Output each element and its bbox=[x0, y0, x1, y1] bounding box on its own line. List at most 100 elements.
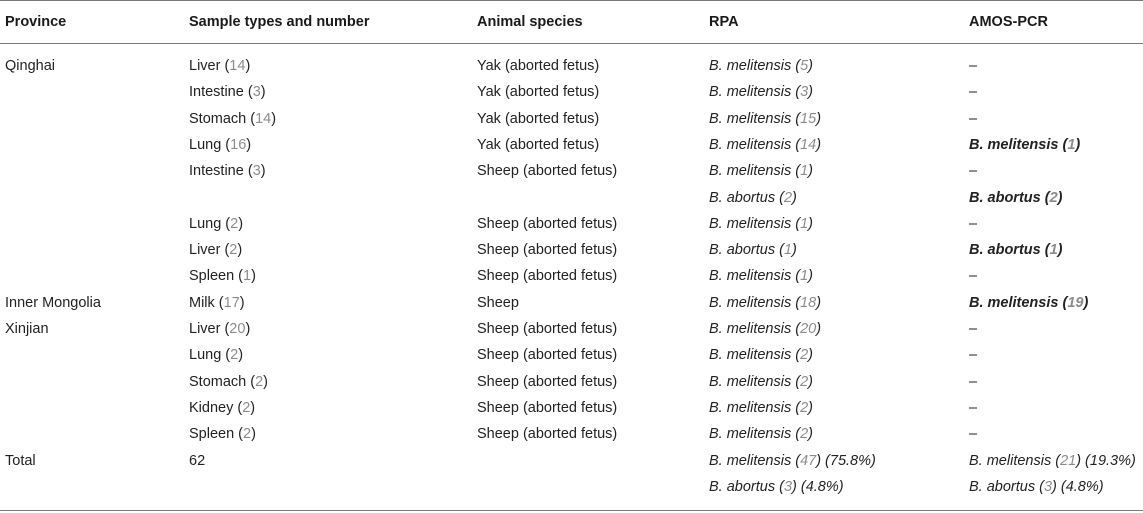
amos-open: ( bbox=[1040, 190, 1050, 206]
rpa-open: ( bbox=[775, 242, 784, 258]
sample-open: ( bbox=[246, 374, 256, 390]
sample-name: Stomach bbox=[189, 111, 247, 127]
rpa-close: ) bbox=[816, 295, 822, 311]
sample-open: ( bbox=[243, 163, 253, 179]
sample-cell: Stomach (14) bbox=[189, 106, 276, 132]
rpa-cell: B. melitensis (1) bbox=[709, 263, 813, 289]
sample-cell: Lung (2) bbox=[189, 211, 243, 237]
table-row: Spleen (1) Sheep (aborted fetus) B. melite… bbox=[0, 263, 1143, 289]
sample-name: Milk bbox=[189, 295, 215, 311]
sample-name: Lung bbox=[189, 216, 222, 232]
rpa-count: 5 bbox=[800, 58, 809, 74]
province-cell: Qinghai bbox=[5, 58, 55, 74]
rpa-cell: B. melitensis (20) bbox=[709, 316, 821, 342]
rpa-count: 1 bbox=[800, 163, 809, 179]
sample-open: ( bbox=[214, 295, 224, 311]
rpa-open: ( bbox=[791, 426, 801, 442]
sample-cell: Liver (14) bbox=[189, 53, 250, 79]
rpa-count: 3 bbox=[783, 479, 793, 495]
sample-cell: Liver (20) bbox=[189, 316, 250, 342]
sample-open: ( bbox=[220, 242, 230, 258]
amos-pcr-cell: – bbox=[969, 79, 977, 105]
table-row: Intestine (3) Yak (aborted fetus) B. melit… bbox=[0, 79, 1143, 105]
amos-organism: B. melitensis bbox=[969, 453, 1052, 469]
rpa-count: 2 bbox=[800, 374, 809, 390]
amos-close: ) bbox=[1057, 242, 1063, 258]
header-sample-types: Sample types and number bbox=[189, 14, 370, 30]
rpa-count: 1 bbox=[783, 242, 793, 258]
amos-organism: B. abortus bbox=[969, 479, 1036, 495]
amos-count: 1 bbox=[1049, 242, 1058, 258]
sample-count: 2 bbox=[230, 347, 239, 363]
amos-pcr-cell: – bbox=[969, 421, 977, 447]
table-top-rule bbox=[0, 0, 1143, 1]
rpa-organism: B. melitensis bbox=[709, 163, 792, 179]
amos-pcr-cell: – bbox=[969, 106, 977, 132]
rpa-organism: B. melitensis bbox=[709, 400, 792, 416]
amos-organism: – bbox=[969, 111, 978, 127]
rpa-count: 3 bbox=[800, 84, 809, 100]
amos-organism: – bbox=[969, 426, 978, 442]
header-rpa: RPA bbox=[709, 14, 739, 30]
rpa-organism: B. abortus bbox=[709, 190, 776, 206]
amos-pcr-cell: – bbox=[969, 316, 977, 342]
rpa-close: ) bbox=[808, 347, 813, 363]
rpa-organism: B. melitensis bbox=[709, 84, 792, 100]
amos-organism: – bbox=[969, 321, 978, 337]
rpa-cell: B. melitensis (2) bbox=[709, 342, 813, 368]
sample-close: ) bbox=[245, 321, 251, 337]
amos-organism: B. abortus bbox=[969, 242, 1041, 258]
rpa-open: ( bbox=[775, 190, 784, 206]
sample-cell: Spleen (1) bbox=[189, 263, 256, 289]
rpa-organism: B. melitensis bbox=[709, 453, 792, 469]
table-row: Xinjian Liver (20) Sheep (aborted fetus) B.… bbox=[0, 316, 1143, 342]
sample-cell: Liver (2) bbox=[189, 237, 242, 263]
rpa-cell: B. melitensis (1) bbox=[709, 158, 813, 184]
rpa-open: ( bbox=[791, 163, 801, 179]
rpa-organism: B. melitensis bbox=[709, 111, 792, 127]
rpa-cell: B. abortus (3) (4.8%) bbox=[709, 474, 844, 500]
rpa-cell: B. abortus (1) bbox=[709, 237, 797, 263]
sample-count: 2 bbox=[242, 400, 251, 416]
sample-count: 2 bbox=[243, 426, 252, 442]
sample-cell: Spleen (2) bbox=[189, 421, 256, 447]
sample-name: Stomach bbox=[189, 374, 247, 390]
amos-close: ) bbox=[1075, 137, 1081, 153]
rpa-cell: B. melitensis (5) bbox=[709, 53, 813, 79]
sample-cell: Stomach (2) bbox=[189, 369, 268, 395]
rpa-close: ) bbox=[808, 374, 813, 390]
rpa-close: ) (4.8%) bbox=[792, 479, 844, 495]
amos-organism: – bbox=[969, 84, 978, 100]
sample-name: Kidney bbox=[189, 400, 234, 416]
rpa-count: 1 bbox=[800, 216, 809, 232]
sample-close: ) bbox=[245, 58, 251, 74]
amos-close: ) (19.3%) bbox=[1076, 453, 1136, 469]
table-row: Liver (2) Sheep (aborted fetus) B. abortus… bbox=[0, 237, 1143, 263]
rpa-open: ( bbox=[791, 295, 801, 311]
table-row: Intestine (3) Sheep (aborted fetus) B. mel… bbox=[0, 158, 1143, 184]
amos-pcr-cell: B. abortus (3) (4.8%) bbox=[969, 474, 1104, 500]
rpa-organism: B. melitensis bbox=[709, 321, 792, 337]
amos-organism: – bbox=[969, 268, 978, 284]
amos-pcr-cell: – bbox=[969, 263, 977, 289]
amos-open: ( bbox=[1040, 242, 1050, 258]
amos-close: ) (4.8%) bbox=[1052, 479, 1104, 495]
amos-count: 21 bbox=[1060, 453, 1077, 469]
table-row: Stomach (14) Yak (aborted fetus) B. melite… bbox=[0, 106, 1143, 132]
table-bottom-rule bbox=[0, 510, 1143, 511]
table-row: Lung (16) Yak (aborted fetus) B. melitensi… bbox=[0, 132, 1143, 158]
sample-count: 3 bbox=[252, 163, 261, 179]
sample-close: ) bbox=[250, 400, 256, 416]
table-row: Kidney (2) Sheep (aborted fetus) B. melite… bbox=[0, 395, 1143, 421]
sample-name: Lung bbox=[189, 137, 222, 153]
rpa-close: ) bbox=[808, 426, 813, 442]
sample-close: ) bbox=[239, 295, 245, 311]
amos-pcr-cell: – bbox=[969, 342, 977, 368]
amos-pcr-cell: B. abortus (1) bbox=[969, 237, 1062, 263]
amos-count: 3 bbox=[1043, 479, 1053, 495]
rpa-close: ) bbox=[816, 111, 822, 127]
sample-close: ) bbox=[260, 84, 266, 100]
amos-organism: – bbox=[969, 216, 978, 232]
sample-name: Spleen bbox=[189, 426, 235, 442]
